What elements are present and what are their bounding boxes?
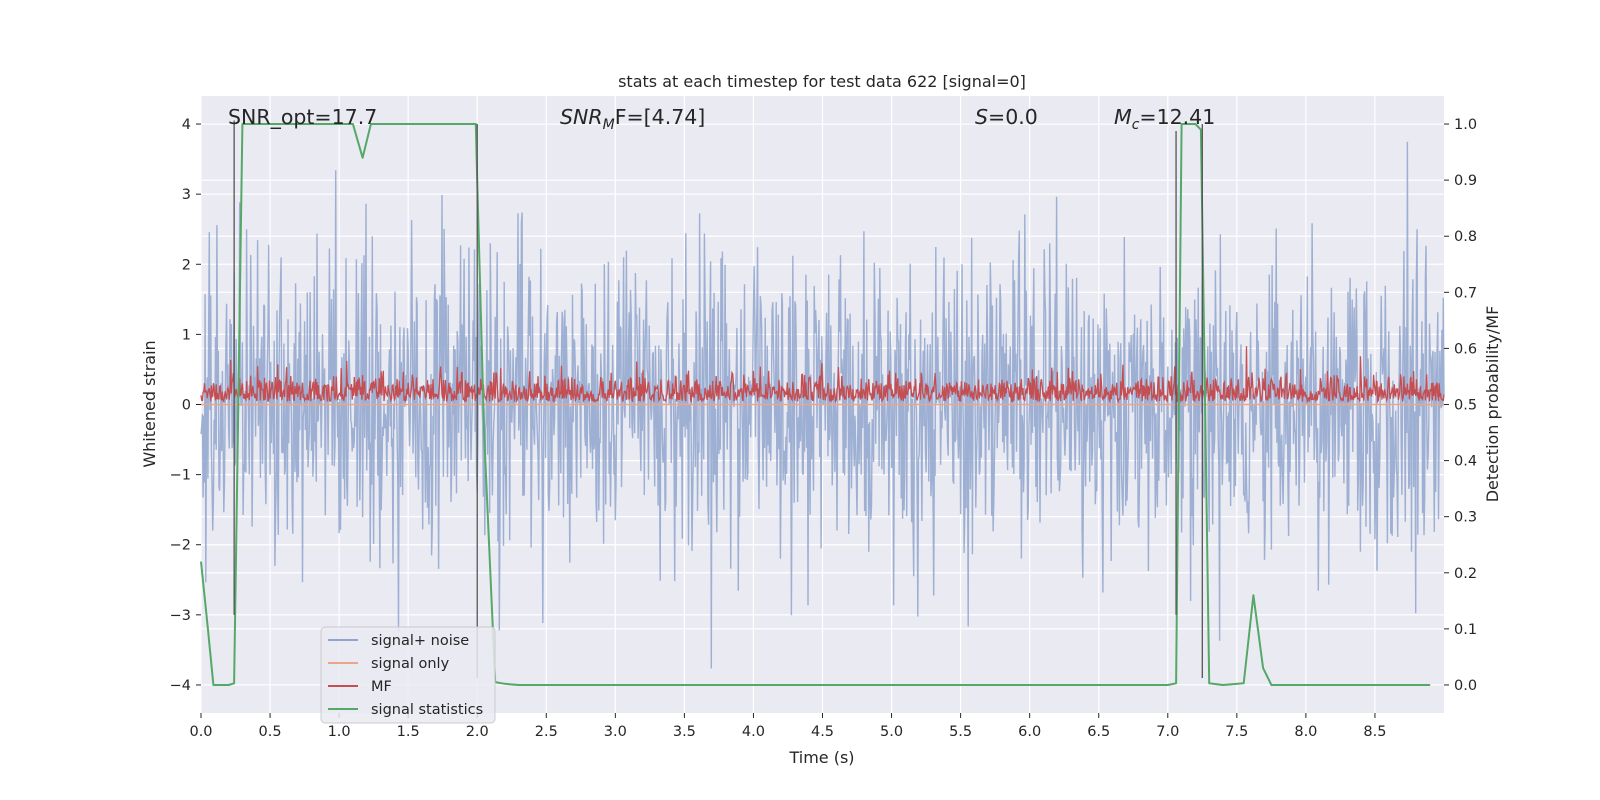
y-tick-label-right: 0.6 [1454, 341, 1477, 357]
legend-label-signal-only: signal only [371, 656, 450, 672]
y-tick-label-left: −1 [170, 468, 191, 484]
y-tick-label-left: 2 [182, 257, 191, 273]
x-tick-label: 2.0 [466, 724, 489, 740]
y-tick-label-right: 0.1 [1454, 622, 1477, 638]
y-tick-label-right: 0.9 [1454, 173, 1477, 189]
y-ticks-left: 4 3 2 1 0 −1 −2 −3 −4 [170, 117, 201, 694]
x-tick-label: 0.0 [189, 724, 212, 740]
y-tick-label-left: 1 [182, 327, 191, 343]
legend: signal+ noise signal only MF signal stat… [320, 626, 496, 724]
y-axis-label-right: Detection probability/MF [1483, 306, 1502, 503]
x-ticks: 0.0 0.5 1.0 1.5 2.0 2.5 3.0 3.5 4.0 4.5 5.0 5.5 6.0 6… [189, 713, 1386, 740]
vertical-markers [233, 120, 1203, 678]
y-tick-label-right: 0.8 [1454, 229, 1477, 245]
signal-statistics-series [200, 123, 1431, 686]
chart-title: stats at each timestep for test data 622… [618, 72, 1026, 91]
y-axis-label-left: Whitened strain [140, 340, 159, 467]
x-tick-label: 5.5 [949, 724, 972, 740]
y-tick-label-left: 0 [182, 398, 191, 414]
series-line-mf [200, 346, 1445, 404]
annotation-snr-opt: SNR_opt=17.7 [228, 105, 377, 130]
x-tick-label: 6.0 [1018, 724, 1041, 740]
annotation-snr-mf: SNRMF=[4.74] [560, 105, 705, 133]
series-line-signal-statistics [200, 123, 1431, 686]
y-tick-label-left: −4 [170, 678, 191, 694]
y-tick-label-right: 0.7 [1454, 285, 1477, 301]
legend-label-mf: MF [371, 679, 392, 695]
y-tick-label-left: −2 [170, 538, 191, 554]
legend-box [320, 626, 496, 724]
legend-label-signal-statistics: signal statistics [371, 702, 483, 718]
x-tick-label: 4.0 [742, 724, 765, 740]
mf-series [200, 346, 1445, 404]
x-tick-label: 7.0 [1156, 724, 1179, 740]
annotation-mc: Mc=12.41 [1114, 105, 1215, 133]
x-tick-label: 0.5 [259, 724, 282, 740]
y-tick-label-right: 1.0 [1454, 117, 1477, 133]
y-tick-label-left: 4 [182, 117, 191, 133]
x-tick-label: 4.5 [811, 724, 834, 740]
x-tick-label: 1.5 [397, 724, 420, 740]
y-tick-label-right: 0.3 [1454, 510, 1477, 526]
y-ticks-right: 1.0 0.9 0.8 0.7 0.6 0.5 0.4 0.3 0.2 0.1 0.0 [1444, 117, 1477, 694]
y-tick-label-right: 0.4 [1454, 454, 1477, 470]
x-tick-label: 3.5 [673, 724, 696, 740]
legend-label-signal-noise: signal+ noise [371, 633, 469, 649]
x-tick-label: 6.5 [1087, 724, 1110, 740]
x-tick-label: 2.5 [535, 724, 558, 740]
x-tick-label: 1.0 [328, 724, 351, 740]
annotation-s: S=0.0 [975, 105, 1038, 129]
x-tick-label: 8.0 [1294, 724, 1317, 740]
x-tick-label: 7.5 [1225, 724, 1248, 740]
y-tick-label-left: −3 [170, 608, 191, 624]
y-tick-label-right: 0.0 [1454, 678, 1477, 694]
x-tick-label: 5.0 [880, 724, 903, 740]
x-tick-label: 3.0 [604, 724, 627, 740]
x-axis-label: Time (s) [788, 748, 854, 767]
y-tick-label-right: 0.2 [1454, 566, 1477, 582]
y-tick-label-right: 0.5 [1454, 398, 1477, 414]
y-tick-label-left: 3 [182, 187, 191, 203]
x-tick-label: 8.5 [1363, 724, 1386, 740]
